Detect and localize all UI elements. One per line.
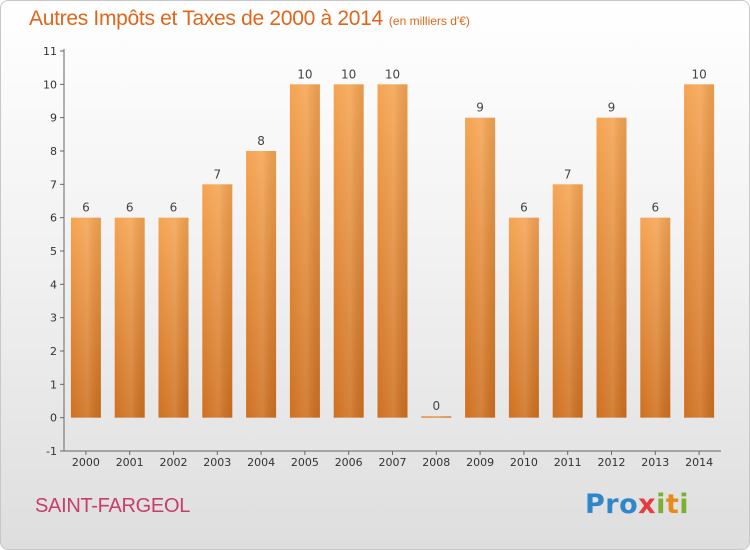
value-label-2008: 0: [432, 399, 440, 413]
bar-shine-2007: [377, 84, 408, 418]
bar-shine-2003: [202, 184, 233, 418]
value-label-2002: 6: [170, 201, 178, 215]
x-tick-label-2003: 2003: [203, 456, 231, 469]
y-tick-label: 7: [50, 178, 57, 191]
value-label-2012: 9: [608, 101, 616, 115]
value-label-2010: 6: [520, 201, 528, 215]
bar-shine-2012: [596, 117, 627, 418]
value-label-2003: 7: [213, 167, 221, 181]
y-tick-label: 9: [50, 112, 57, 125]
value-label-2011: 7: [564, 167, 572, 181]
bar-shine-2001: [114, 217, 145, 418]
x-tick-label-2002: 2002: [160, 456, 188, 469]
bar-shine-2010: [508, 217, 539, 418]
bar-shine-2009: [465, 117, 496, 418]
x-tick-label-2012: 2012: [598, 456, 626, 469]
value-label-2000: 6: [82, 201, 90, 215]
bar-shine-2014: [684, 84, 715, 418]
x-tick-label-2013: 2013: [641, 456, 669, 469]
y-tick-label: 6: [50, 212, 57, 225]
bar-shine-2002: [158, 217, 189, 418]
x-tick-label-2004: 2004: [247, 456, 275, 469]
x-tick-label-2005: 2005: [291, 456, 319, 469]
chart-unit: (en milliers d'€): [388, 14, 470, 28]
bar-shine-2000: [70, 217, 101, 418]
x-tick-label-2010: 2010: [510, 456, 538, 469]
y-tick-label: 2: [50, 345, 57, 358]
value-label-2005: 10: [297, 67, 312, 81]
bars: [70, 84, 715, 418]
bar-shine-2008: [421, 416, 452, 418]
y-tick-label: 3: [50, 312, 57, 325]
chart-title-text: Autres Impôts et Taxes de 2000 à 2014: [29, 7, 383, 30]
chart-title: Autres Impôts et Taxes de 2000 à 2014 (en…: [29, 7, 470, 31]
x-tick-label-2014: 2014: [685, 456, 713, 469]
value-label-2009: 9: [476, 101, 484, 115]
bar-shine-2011: [552, 184, 583, 418]
axes: -1 0 1 2 3 4 5 6 7 8 9 10 11 2000 2001 2002 2003 2004 2005…: [43, 45, 721, 469]
x-tick-label-2006: 2006: [335, 456, 363, 469]
y-tick-label: 5: [50, 245, 57, 258]
bar-shine-2006: [333, 84, 364, 418]
y-tick-label: -1: [46, 445, 57, 458]
bar-shine-2004: [246, 151, 277, 418]
y-tick-label: 0: [50, 412, 57, 425]
commune-name: SAINT-FARGEOL: [35, 495, 191, 517]
y-tick-label: 4: [50, 278, 57, 291]
x-tick-label-2001: 2001: [116, 456, 144, 469]
value-label-2006: 10: [341, 67, 356, 81]
value-label-2001: 6: [126, 201, 134, 215]
y-tick-label: 10: [43, 78, 57, 91]
value-label-2013: 6: [651, 201, 659, 215]
x-tick-label-2009: 2009: [466, 456, 494, 469]
proxiti-logo: Proxiti: [585, 489, 690, 520]
x-tick-label-2007: 2007: [379, 456, 407, 469]
y-tick-label: 11: [43, 45, 57, 58]
y-tick-label: 8: [50, 145, 57, 158]
value-labels: 6 6 6 7 8 10 10 10 0 9 6 7 9 6 10: [82, 67, 707, 413]
value-label-2014: 10: [691, 67, 706, 81]
bar-shine-2013: [640, 217, 671, 418]
bar-shine-2005: [289, 84, 320, 418]
x-tick-label-2000: 2000: [72, 456, 100, 469]
y-tick-label: 1: [50, 378, 57, 391]
value-label-2004: 8: [257, 134, 265, 148]
x-tick-label-2008: 2008: [422, 456, 450, 469]
value-label-2007: 10: [385, 67, 400, 81]
x-tick-label-2011: 2011: [554, 456, 582, 469]
